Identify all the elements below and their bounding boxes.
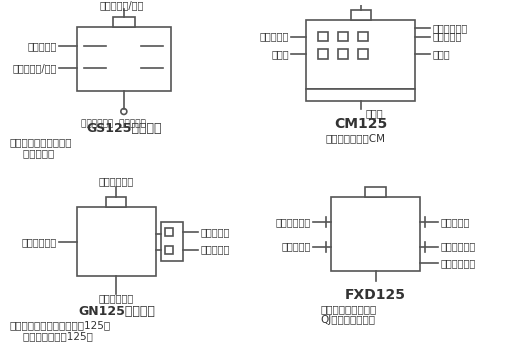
Text: 负极（黑）: 负极（黑） <box>200 244 229 255</box>
Text: 太子新型、豪爵125。: 太子新型、豪爵125。 <box>10 331 93 342</box>
Bar <box>358 32 367 42</box>
Text: 适用车型：剑车老型；: 适用车型：剑车老型； <box>10 137 72 147</box>
Text: 适用车型：进口CM: 适用车型：进口CM <box>325 133 386 143</box>
Text: 负极（绿）: 负极（绿） <box>259 31 289 42</box>
Text: QJ太子、富先达。: QJ太子、富先达。 <box>321 314 376 325</box>
Text: 正极（红）: 正极（红） <box>27 42 57 51</box>
Text: 正极（红）: 正极（红） <box>432 31 462 42</box>
Text: 负极（黑）: 负极（黑） <box>440 217 470 227</box>
Bar <box>306 20 416 89</box>
Text: 充电线（黄）: 充电线（黄） <box>440 242 475 252</box>
Text: 充电线（黄）: 充电线（黄） <box>21 237 57 247</box>
Text: 适用车型：太子老型、豪爵125；: 适用车型：太子老型、豪爵125； <box>10 321 111 331</box>
Bar <box>317 49 328 59</box>
Text: 充电线（蓝/白）: 充电线（蓝/白） <box>100 0 144 10</box>
Bar <box>306 89 416 101</box>
Text: 充电线: 充电线 <box>271 49 289 59</box>
Bar <box>365 187 386 197</box>
Text: 充电线: 充电线 <box>432 49 450 59</box>
Bar <box>165 228 173 236</box>
Text: 适用车型：佛斯弟、: 适用车型：佛斯弟、 <box>321 304 377 314</box>
Text: 信号线（黑）: 信号线（黑） <box>432 23 467 33</box>
Bar <box>76 27 171 91</box>
Bar <box>358 49 367 59</box>
Text: 充电线: 充电线 <box>366 108 383 118</box>
Bar <box>331 197 420 271</box>
Bar <box>161 222 183 261</box>
Bar <box>350 10 370 20</box>
Bar <box>107 197 126 207</box>
Text: 充电线（黄）: 充电线（黄） <box>99 177 134 187</box>
Bar <box>165 245 173 253</box>
Text: 信号线（白）: 信号线（白） <box>440 258 475 268</box>
Text: 正极（红）: 正极（红） <box>281 242 311 252</box>
Text: 正极（红）: 正极（红） <box>200 227 229 237</box>
Bar <box>317 32 328 42</box>
Text: 剑车新型。: 剑车新型。 <box>10 148 54 158</box>
Text: FXD125: FXD125 <box>345 288 406 302</box>
Text: GS125老、新型: GS125老、新型 <box>86 122 162 135</box>
Text: GN125老、新型: GN125老、新型 <box>78 305 155 318</box>
Bar <box>338 32 348 42</box>
Bar <box>338 49 348 59</box>
Text: CM125: CM125 <box>334 117 387 131</box>
Text: 充电线（黄）: 充电线（黄） <box>276 217 311 227</box>
Bar <box>76 207 156 276</box>
Text: 充电线（黄）  负极（黑）: 充电线（黄） 负极（黑） <box>82 120 146 129</box>
Bar <box>113 17 135 27</box>
Text: 充电线（黄）: 充电线（黄） <box>99 293 134 303</box>
Text: 充电线（红/白）: 充电线（红/白） <box>12 63 57 73</box>
